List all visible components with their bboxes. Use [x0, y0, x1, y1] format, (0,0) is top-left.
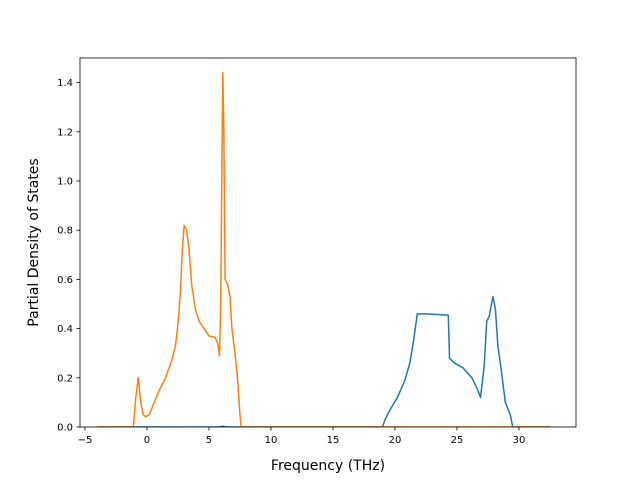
x-tick-label: 0 [144, 435, 150, 446]
y-tick-label: 1.0 [57, 177, 73, 188]
x-tick-label: 15 [327, 435, 340, 446]
plot-frame [79, 57, 577, 428]
y-tick-label: 1.4 [57, 78, 73, 89]
x-axis-label: Frequency (THz) [271, 458, 385, 474]
x-tick-label: 25 [451, 435, 464, 446]
x-tick-label: 5 [206, 435, 212, 446]
y-axis-label: Partial Density of States [26, 158, 42, 326]
y-tick-label: 0.2 [57, 373, 73, 384]
y-tick-label: 0.8 [57, 226, 73, 237]
series-line-2 [96, 72, 551, 427]
plot-area [96, 72, 551, 427]
y-tick-label: 1.2 [57, 127, 73, 138]
x-tick-label: 20 [389, 435, 402, 446]
y-axis-ticks: 0.0 0.2 0.4 0.6 0.8 1.0 1.2 1.4 [57, 78, 80, 434]
x-axis-ticks: −5 0 5 10 15 20 25 30 [78, 427, 526, 446]
y-tick-label: 0.4 [57, 324, 73, 335]
series-line-1 [96, 295, 551, 427]
y-tick-label: 0.0 [57, 423, 73, 434]
x-tick-label: −5 [78, 435, 93, 446]
x-tick-label: 10 [265, 435, 278, 446]
x-tick-label: 30 [513, 435, 526, 446]
y-tick-label: 0.6 [57, 275, 73, 286]
